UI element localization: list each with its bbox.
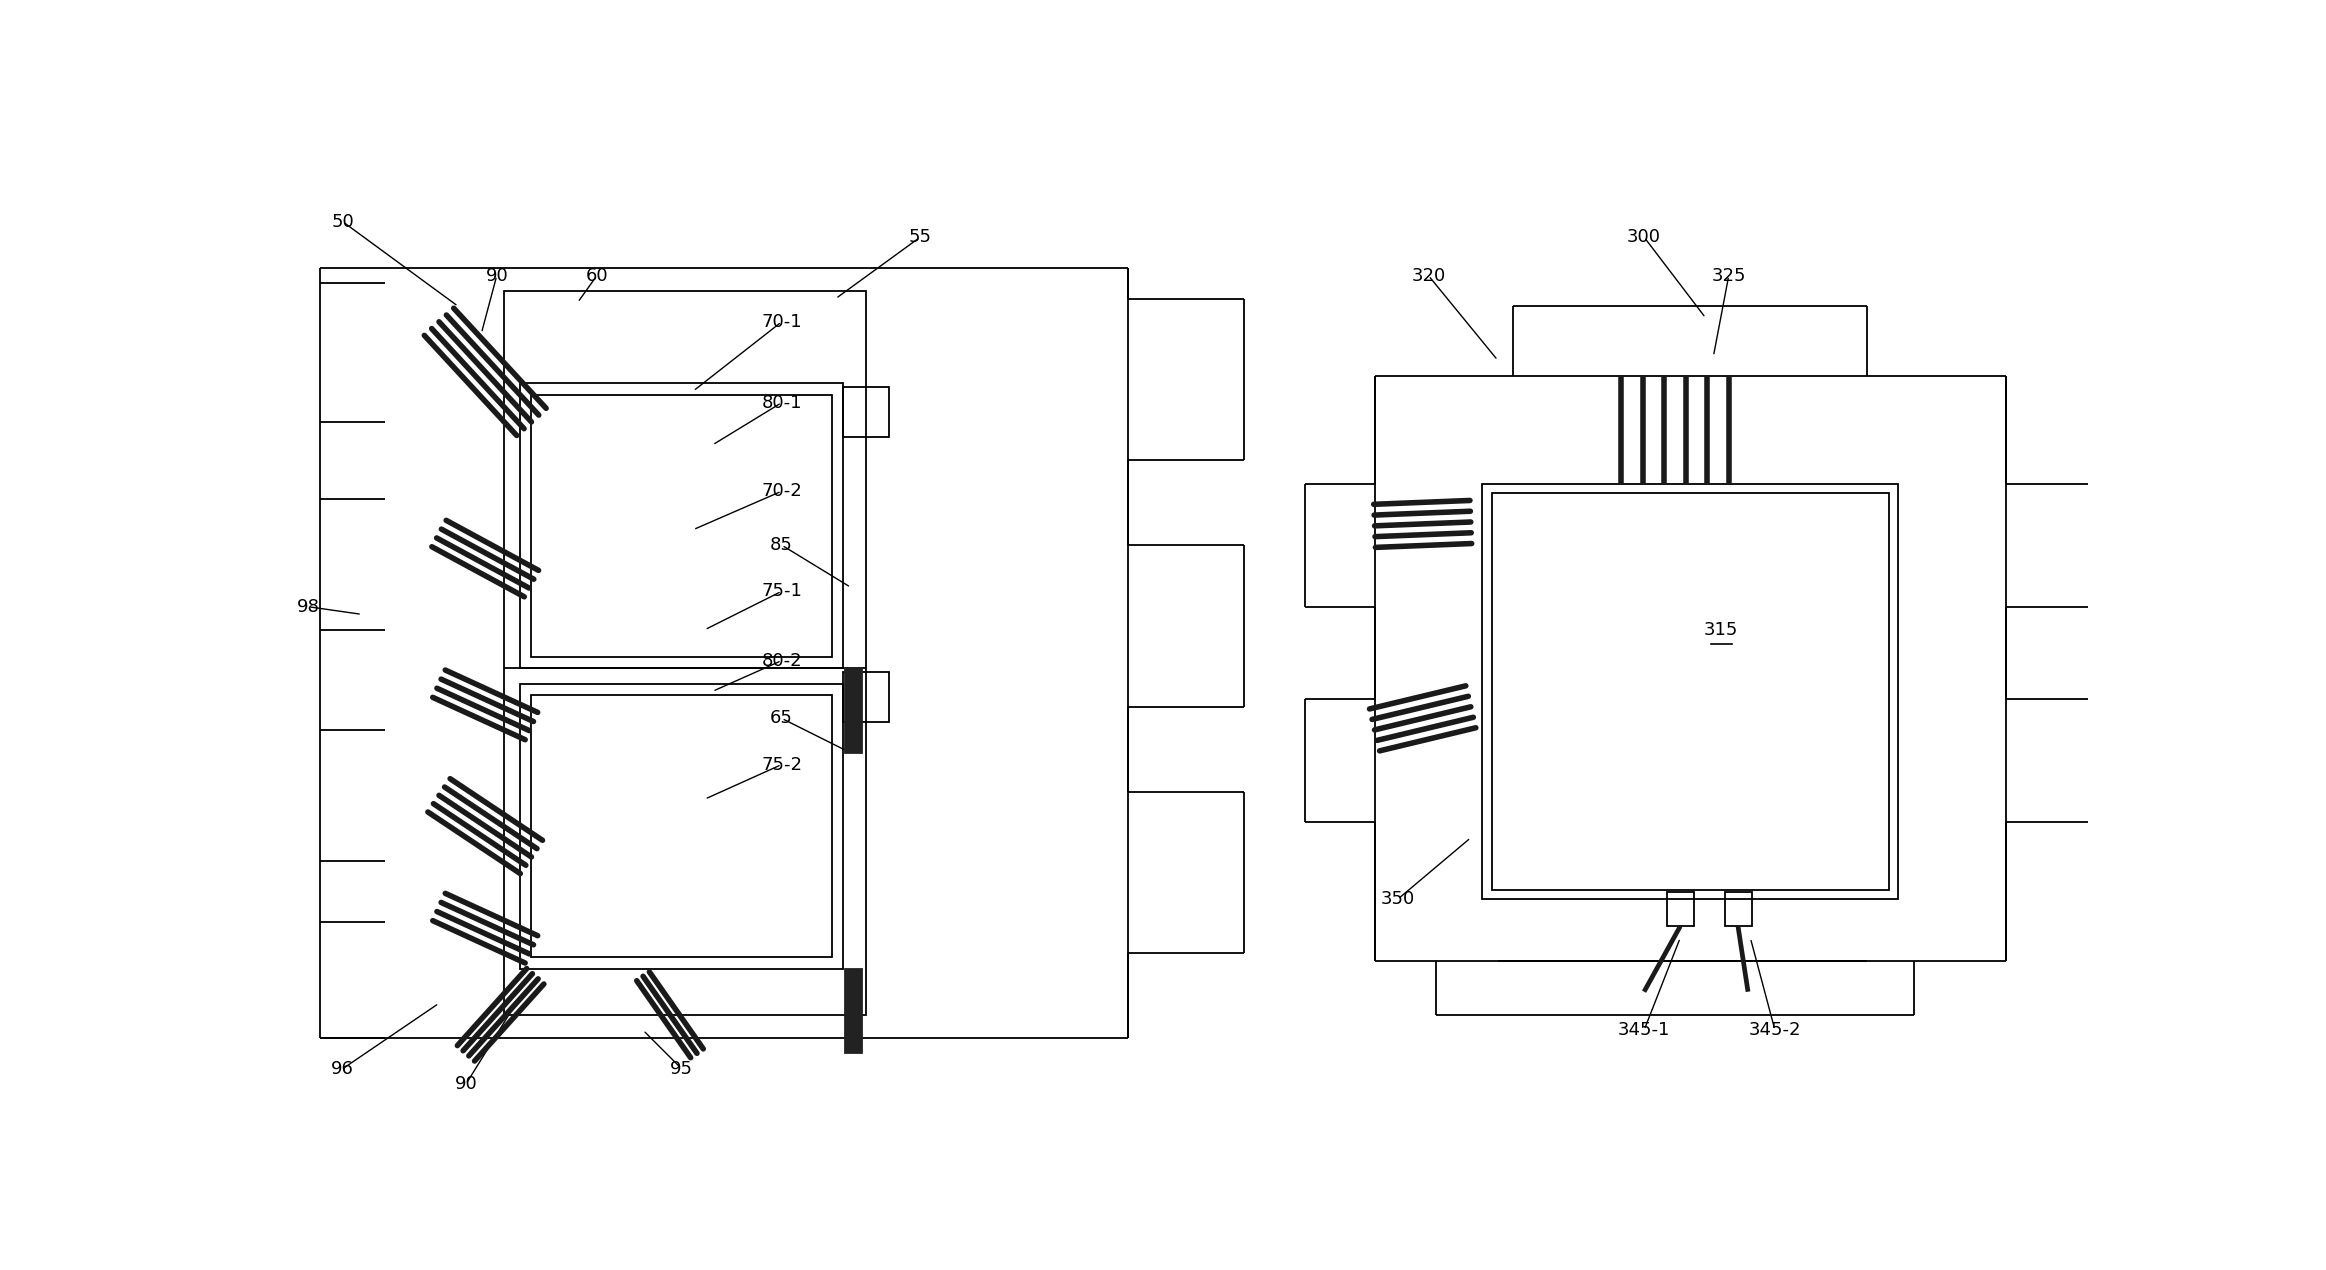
Bar: [844, 672, 889, 723]
Bar: [530, 395, 833, 657]
Text: 50: 50: [330, 212, 354, 231]
Bar: [844, 969, 861, 1053]
Text: 85: 85: [770, 536, 793, 554]
Bar: [1726, 892, 1751, 926]
Text: 90: 90: [454, 1076, 477, 1093]
Text: 55: 55: [909, 229, 933, 246]
Text: 320: 320: [1412, 267, 1444, 284]
Text: 315: 315: [1705, 621, 1738, 639]
Text: 70-2: 70-2: [761, 483, 802, 500]
Text: 95: 95: [670, 1059, 693, 1078]
Text: 325: 325: [1712, 267, 1747, 284]
Bar: [1668, 892, 1693, 926]
Bar: [844, 387, 889, 437]
Text: 345-1: 345-1: [1619, 1021, 1670, 1039]
Text: 345-2: 345-2: [1749, 1021, 1800, 1039]
Text: 75-1: 75-1: [761, 583, 802, 601]
Text: 80-2: 80-2: [761, 652, 802, 669]
Text: 70-1: 70-1: [761, 312, 802, 330]
Text: 96: 96: [330, 1059, 354, 1078]
Bar: [521, 683, 844, 969]
Bar: [530, 695, 833, 958]
Bar: [844, 668, 861, 753]
Text: 90: 90: [486, 267, 507, 284]
Text: 350: 350: [1382, 890, 1414, 908]
Bar: [521, 384, 844, 668]
Text: 65: 65: [770, 710, 793, 728]
Text: 80-1: 80-1: [761, 394, 802, 411]
Bar: [1482, 484, 1898, 899]
Text: 75-2: 75-2: [761, 756, 802, 773]
Bar: [505, 291, 865, 1015]
Text: 300: 300: [1628, 229, 1661, 246]
Bar: [1491, 493, 1889, 890]
Text: 98: 98: [298, 598, 319, 616]
Text: 60: 60: [586, 267, 607, 284]
